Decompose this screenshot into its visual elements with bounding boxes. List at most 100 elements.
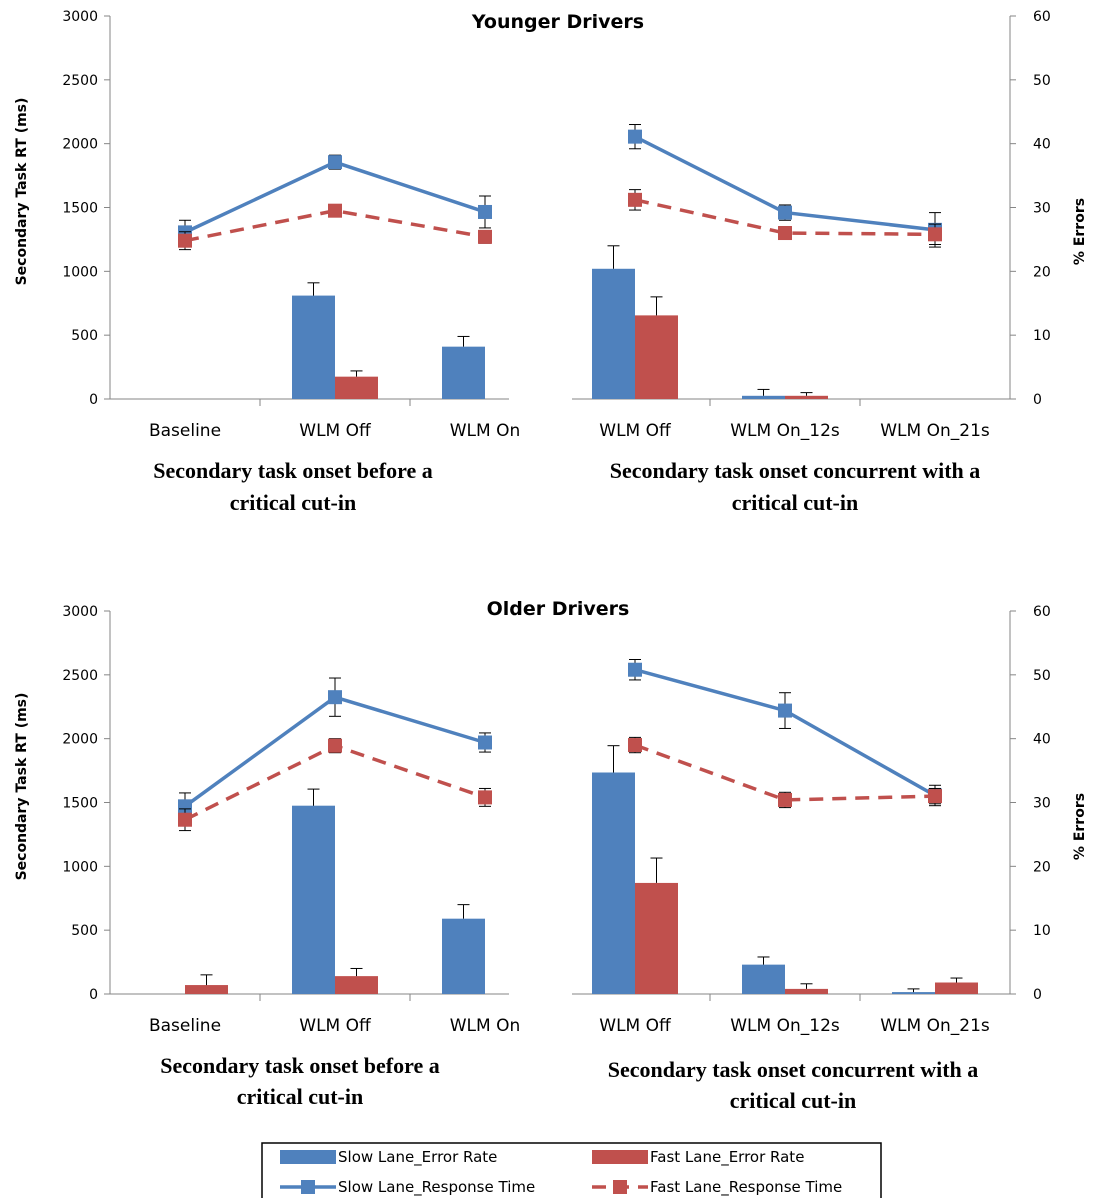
- y-tick-label: 2000: [62, 732, 98, 748]
- bar-slow-error-rate: [292, 295, 335, 399]
- legend-swatch-marker: [613, 1180, 627, 1194]
- point-fast-response-time: [778, 226, 792, 241]
- category-label: WLM On_21s: [880, 1016, 990, 1036]
- y-tick-label: 3000: [62, 604, 98, 620]
- category-label: Baseline: [149, 1016, 221, 1036]
- y2-tick-label: 40: [1033, 732, 1051, 748]
- group-label-line2: critical cut-in: [230, 490, 356, 515]
- point-slow-response-time: [178, 799, 192, 814]
- bar-slow-error-rate: [742, 395, 785, 399]
- y-tick-label: 1500: [62, 796, 98, 812]
- bar-slow-error-rate: [592, 268, 635, 399]
- point-fast-response-time: [178, 812, 192, 827]
- group-label-line1: Secondary task onset before a: [153, 458, 432, 483]
- bar-fast-error-rate: [335, 376, 378, 399]
- category-label: WLM Off: [299, 421, 372, 441]
- y2-tick-label: 0: [1033, 392, 1042, 408]
- group-label-line2: critical cut-in: [730, 1088, 856, 1113]
- y2-tick-label: 20: [1033, 264, 1051, 280]
- y-tick-label: 500: [71, 923, 98, 939]
- chart-title: Older Drivers: [487, 598, 630, 620]
- y-tick-label: 2500: [62, 73, 98, 89]
- bar-fast-error-rate: [785, 988, 828, 994]
- point-fast-response-time: [628, 738, 642, 753]
- y-tick-label: 2000: [62, 137, 98, 153]
- bar-slow-error-rate: [892, 992, 935, 994]
- bar-fast-error-rate: [335, 976, 378, 994]
- category-label: WLM On_12s: [730, 1016, 840, 1036]
- point-slow-response-time: [478, 204, 492, 219]
- y2-axis-label: % Errors: [1072, 198, 1088, 265]
- y2-tick-label: 60: [1033, 604, 1051, 620]
- y-tick-label: 2500: [62, 668, 98, 684]
- point-slow-response-time: [778, 703, 792, 718]
- legend-swatch-bar: [280, 1150, 336, 1164]
- y2-tick-label: 30: [1033, 201, 1051, 217]
- y-axis-label: Secondary Task RT (ms): [14, 98, 30, 286]
- point-slow-response-time: [478, 735, 492, 750]
- y-tick-label: 0: [89, 987, 98, 1003]
- chart-title: Younger Drivers: [471, 11, 644, 33]
- y2-tick-label: 50: [1033, 668, 1051, 684]
- point-fast-response-time: [628, 192, 642, 207]
- point-fast-response-time: [478, 229, 492, 244]
- category-label: Baseline: [149, 421, 221, 441]
- bar-fast-error-rate: [185, 985, 228, 994]
- legend-box: [261, 1142, 882, 1198]
- y2-tick-label: 60: [1033, 9, 1051, 25]
- bar-slow-error-rate: [442, 918, 485, 994]
- legend-label: Fast Lane_Error Rate: [650, 1148, 804, 1167]
- group-label-line1: Secondary task onset before a: [160, 1053, 439, 1078]
- y2-tick-label: 40: [1033, 137, 1051, 153]
- y2-tick-label: 10: [1033, 923, 1051, 939]
- point-fast-response-time: [178, 233, 192, 248]
- bar-slow-error-rate: [742, 964, 785, 994]
- y2-axis-label: % Errors: [1072, 793, 1088, 860]
- category-label: WLM Off: [299, 1016, 372, 1036]
- y-tick-label: 3000: [62, 9, 98, 25]
- category-label: WLM On: [450, 421, 521, 441]
- point-slow-response-time: [778, 205, 792, 220]
- legend-label: Fast Lane_Response Time: [650, 1178, 842, 1197]
- legend-swatch-bar: [592, 1150, 648, 1164]
- y-axis-label: Secondary Task RT (ms): [14, 693, 30, 881]
- bar-slow-error-rate: [442, 346, 485, 399]
- point-slow-response-time: [628, 129, 642, 144]
- bar-slow-error-rate: [292, 805, 335, 994]
- line-fast-response-time: [634, 198, 936, 237]
- legend-swatch-marker: [301, 1180, 315, 1194]
- point-fast-response-time: [328, 738, 342, 753]
- y-tick-label: 500: [71, 328, 98, 344]
- panel-younger-drivers: 0 500 1000 1500 2000 2500 3000 0 10 20 30 40 50 60 You…: [14, 9, 1088, 515]
- legend-label: Slow Lane_Error Rate: [338, 1148, 497, 1167]
- category-label: WLM Off: [599, 421, 672, 441]
- group-label-line2: critical cut-in: [237, 1084, 363, 1109]
- y-tick-label: 1000: [62, 859, 98, 875]
- y2-tick-label: 0: [1033, 987, 1042, 1003]
- y2-tick-label: 30: [1033, 796, 1051, 812]
- line-slow-response-time: [634, 668, 936, 798]
- y-tick-label: 1500: [62, 201, 98, 217]
- point-slow-response-time: [628, 662, 642, 677]
- group-label-line1: Secondary task onset concurrent with a: [608, 1057, 979, 1082]
- bar-fast-error-rate: [785, 395, 828, 399]
- legend: Slow Lane_Error Rate Fast Lane_Error Rate…: [261, 1142, 882, 1198]
- y2-tick-label: 20: [1033, 859, 1051, 875]
- group-label-line2: critical cut-in: [732, 490, 858, 515]
- legend-label: Slow Lane_Response Time: [338, 1178, 535, 1197]
- line-slow-response-time: [184, 160, 486, 234]
- bar-fast-error-rate: [635, 315, 678, 399]
- category-label: WLM Off: [599, 1016, 672, 1036]
- bar-fast-error-rate: [635, 882, 678, 994]
- point-fast-response-time: [928, 789, 942, 804]
- point-fast-response-time: [328, 203, 342, 218]
- panel-older-drivers: 0 500 1000 1500 2000 2500 3000 0 10 20 30 40 50 60 Old…: [14, 598, 1088, 1113]
- line-fast-response-time: [634, 743, 936, 802]
- y2-tick-label: 10: [1033, 328, 1051, 344]
- category-label: WLM On_21s: [880, 421, 990, 441]
- point-slow-response-time: [328, 690, 342, 705]
- point-slow-response-time: [328, 155, 342, 170]
- y-tick-label: 1000: [62, 264, 98, 280]
- point-fast-response-time: [778, 792, 792, 807]
